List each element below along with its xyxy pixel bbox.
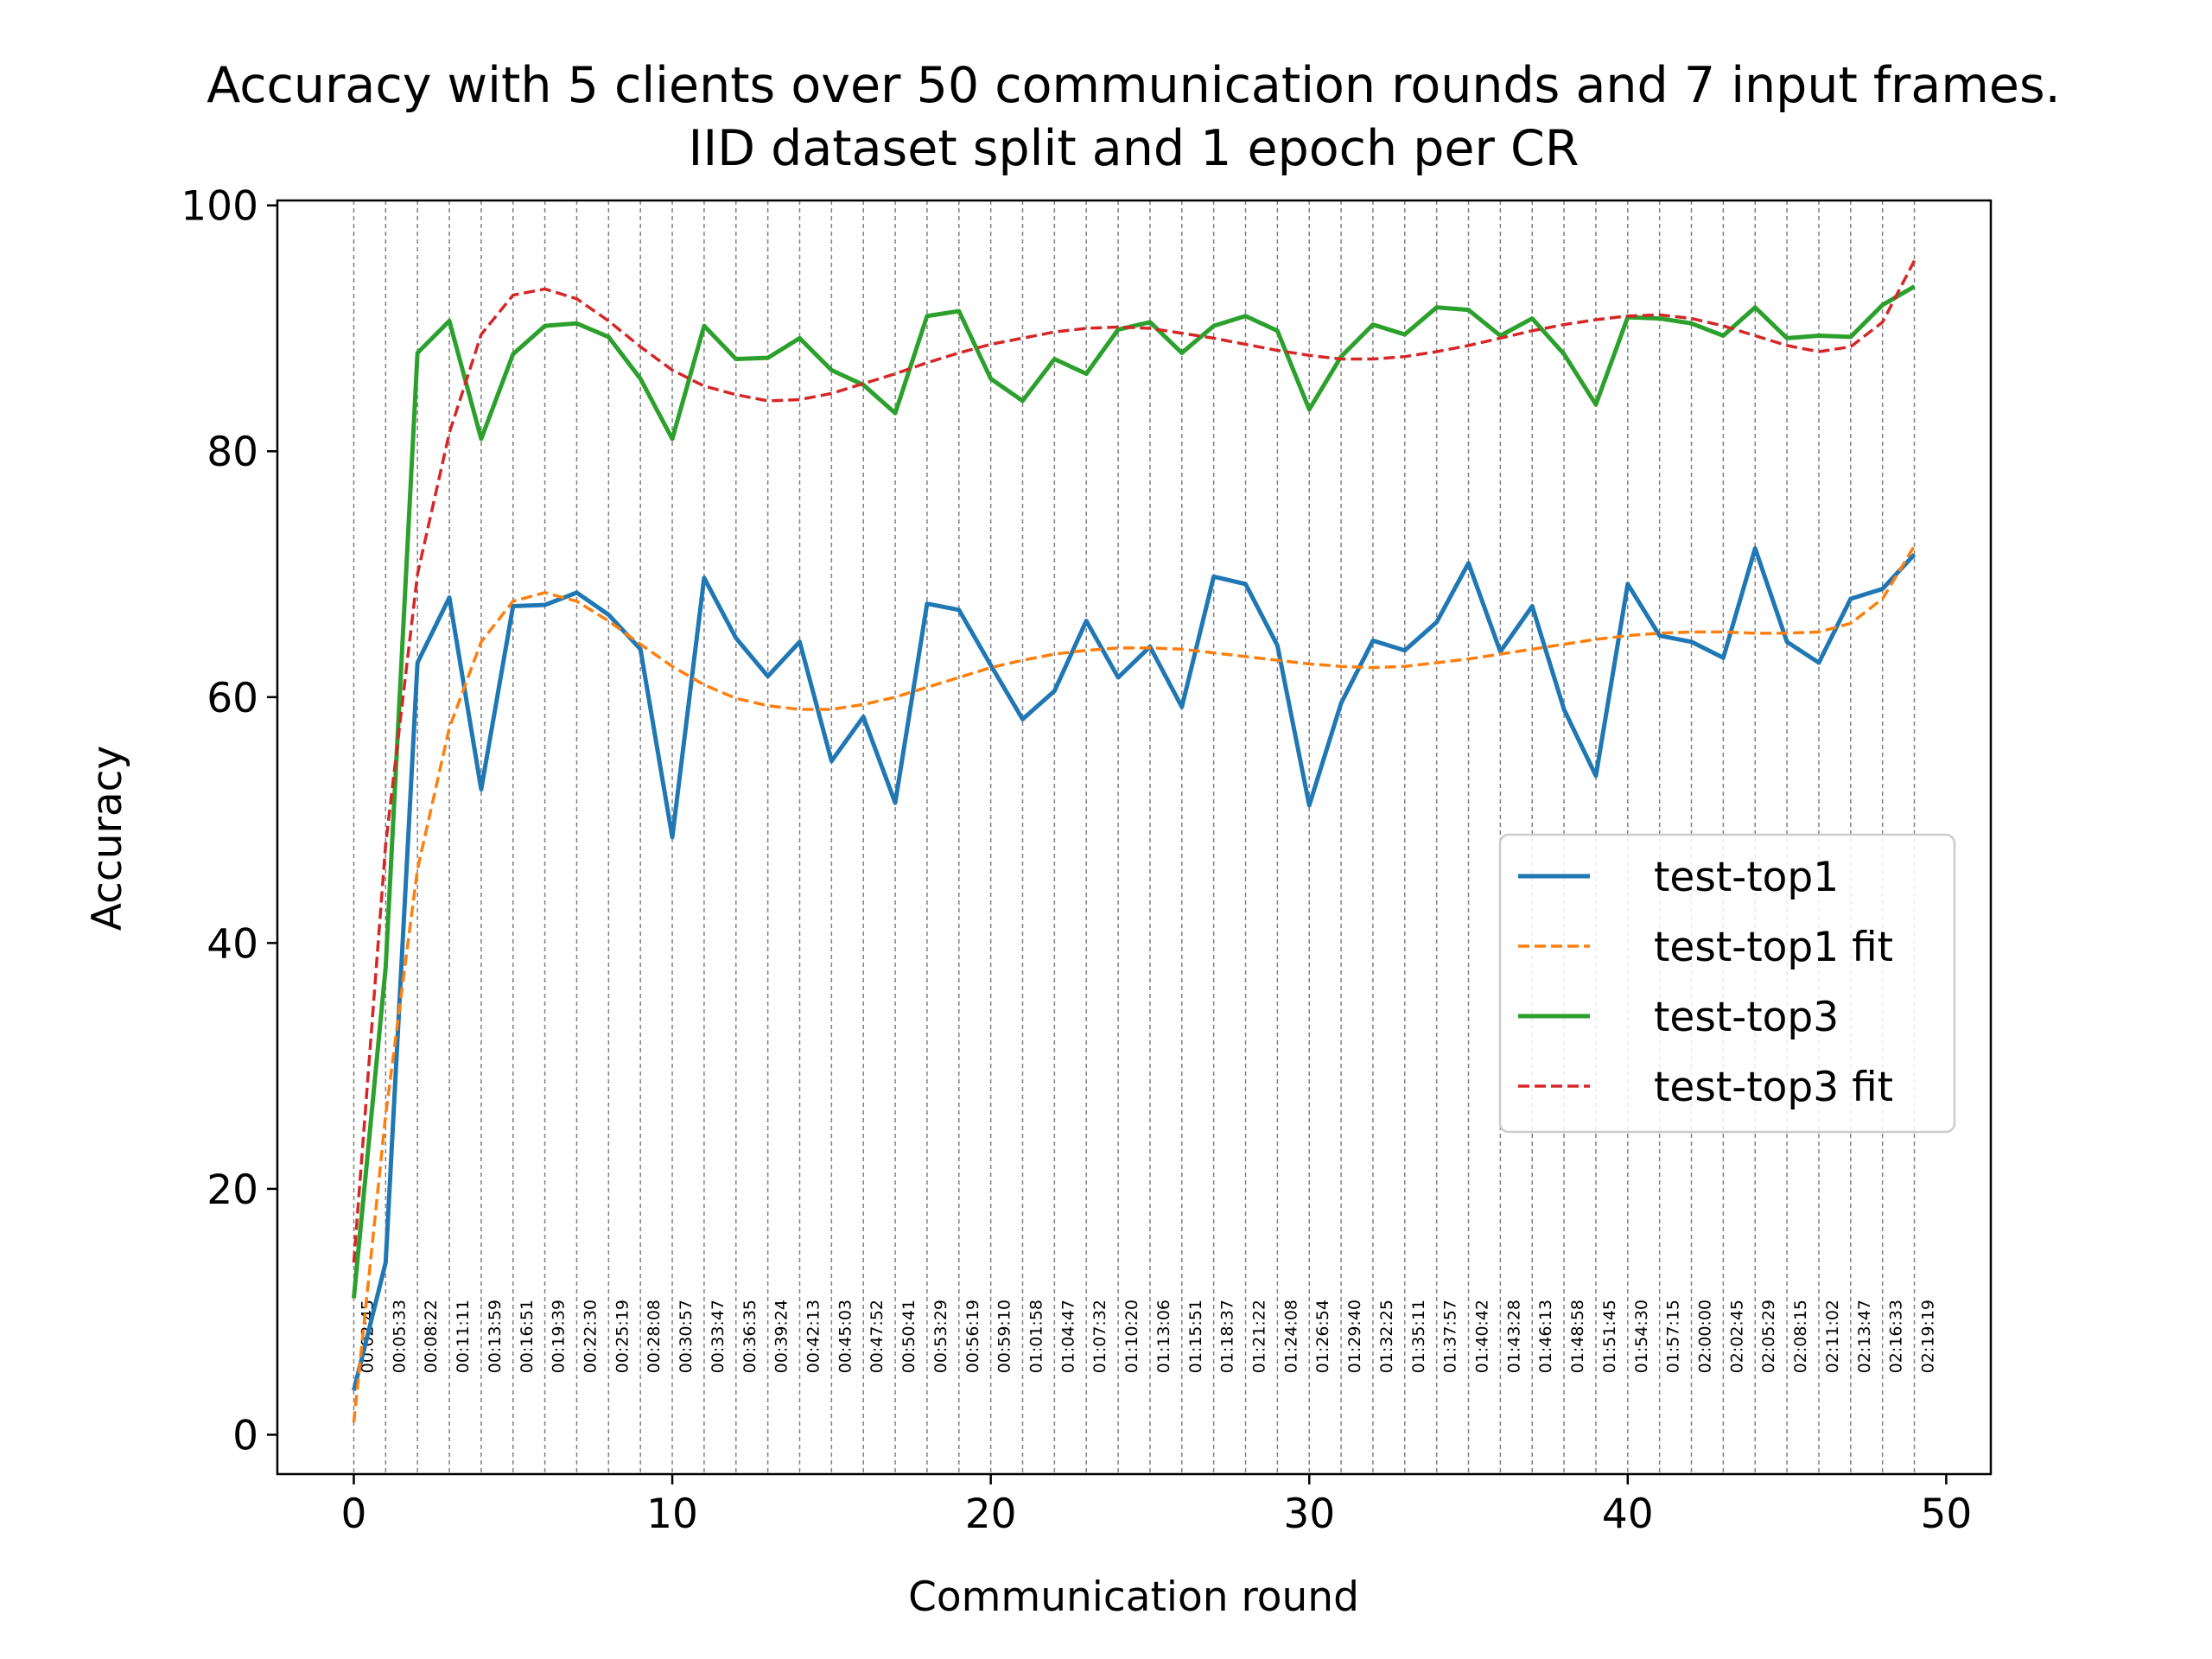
round-time-label: 00:19:39 [550,1300,569,1373]
round-time-label: 02:08:15 [1791,1300,1810,1373]
round-time-label: 00:22:30 [581,1300,600,1373]
y-tick-label: 60 [207,675,258,722]
round-time-label: 01:24:08 [1281,1300,1300,1373]
round-time-label: 01:46:13 [1536,1300,1555,1373]
series-line-test-top1 [352,546,1916,1391]
round-time-label: 00:30:57 [677,1300,696,1373]
round-time-label: 01:48:58 [1568,1300,1587,1373]
round-time-label: 01:26:54 [1313,1300,1332,1373]
round-time-label: 02:19:19 [1919,1300,1938,1373]
round-time-label: 00:59:10 [995,1300,1014,1373]
x-tick-label: 30 [1283,1491,1335,1538]
legend-label: test-top3 [1654,994,1839,1041]
round-time-label: 00:33:47 [709,1300,728,1373]
round-time-label: 00:50:41 [899,1300,918,1373]
round-time-label: 02:11:02 [1823,1300,1842,1373]
round-time-label: 00:25:19 [613,1300,632,1373]
chart-title-line1: Accuracy with 5 clients over 50 communic… [207,57,2061,114]
series-lines [351,259,1916,1423]
round-time-label: 01:15:51 [1186,1300,1205,1373]
legend-label: test-top1 fit [1654,924,1893,971]
x-tick-label: 50 [1920,1491,1972,1538]
round-time-label: 00:42:13 [804,1300,823,1373]
round-time-label: 00:36:35 [741,1300,760,1373]
y-tick-label: 0 [232,1412,258,1459]
y-tick-label: 100 [181,183,258,231]
round-time-label: 00:53:29 [931,1300,950,1373]
y-tick-label: 80 [207,429,258,476]
round-time-label: 01:57:15 [1664,1300,1683,1373]
round-time-label: 00:39:24 [772,1300,791,1373]
x-tick-label: 10 [646,1491,698,1538]
round-time-label: 02:13:47 [1855,1300,1874,1373]
round-time-label: 01:43:28 [1504,1300,1523,1373]
round-time-label: 01:10:20 [1122,1300,1141,1373]
round-time-label: 01:40:42 [1473,1300,1492,1373]
round-time-label: 01:04:47 [1058,1300,1077,1373]
round-time-label: 01:32:25 [1377,1300,1396,1373]
round-time-label: 01:54:30 [1632,1300,1651,1373]
round-time-label: 01:29:40 [1345,1300,1364,1373]
legend: test-top1 test-top1 fit test-top3 test-top3… [1498,833,1956,1134]
y-tick-label: 40 [207,920,258,968]
round-time-label: 00:05:33 [390,1300,409,1373]
legend-label: test-top3 fit [1654,1064,1893,1111]
round-time-label: 01:35:11 [1409,1300,1428,1373]
round-time-label: 02:16:33 [1887,1300,1906,1373]
y-tick-label: 20 [207,1166,258,1214]
round-time-label: 00:28:08 [645,1300,664,1373]
y-axis-ticks: 0 20 40 60 80 100 [181,183,277,1459]
round-time-label: 00:13:59 [486,1300,505,1373]
series-line-test-top3 [351,284,1916,1299]
round-time-label: 00:11:11 [454,1300,473,1373]
legend-box [1498,833,1956,1134]
round-time-label: 00:47:52 [868,1300,887,1373]
round-time-label: 00:45:03 [836,1300,855,1373]
x-axis-ticks: 0 10 20 30 40 50 [341,1474,1972,1538]
x-axis-label: Communication round [908,1573,1359,1621]
legend-label: test-top1 [1654,854,1839,901]
round-time-label: 02:00:00 [1696,1300,1715,1373]
round-time-label: 00:08:22 [422,1300,441,1373]
round-time-label: 01:07:32 [1090,1300,1109,1373]
round-time-label: 01:18:37 [1218,1300,1237,1373]
round-time-label: 01:01:58 [1027,1300,1046,1373]
x-tick-label: 40 [1602,1491,1654,1538]
x-tick-label: 20 [965,1491,1017,1538]
round-time-label: 02:02:45 [1727,1300,1746,1373]
chart-title-line2: IID dataset split and 1 epoch per CR [689,120,1580,177]
round-time-label: 00:16:51 [518,1300,537,1373]
vertical-grid-lines [353,200,1916,1474]
x-tick-label: 0 [341,1491,367,1538]
round-time-label: 01:37:57 [1441,1300,1460,1373]
round-time-label: 02:05:29 [1759,1300,1778,1373]
round-time-label: 00:56:19 [963,1300,982,1373]
y-axis-label: Accuracy [84,746,131,931]
round-time-label: 01:51:45 [1600,1300,1619,1373]
series-line-test-top3-fit [352,259,1916,1263]
round-time-label: 01:21:22 [1250,1300,1269,1373]
round-time-label: 01:13:06 [1154,1300,1173,1373]
round-time-labels: 00:02:45 00:05:33 00:08:22 00:11:11 00:13:59… [358,1300,1937,1373]
plot-frame [276,199,1993,1476]
series-line-test-top1-fit [352,544,1916,1423]
